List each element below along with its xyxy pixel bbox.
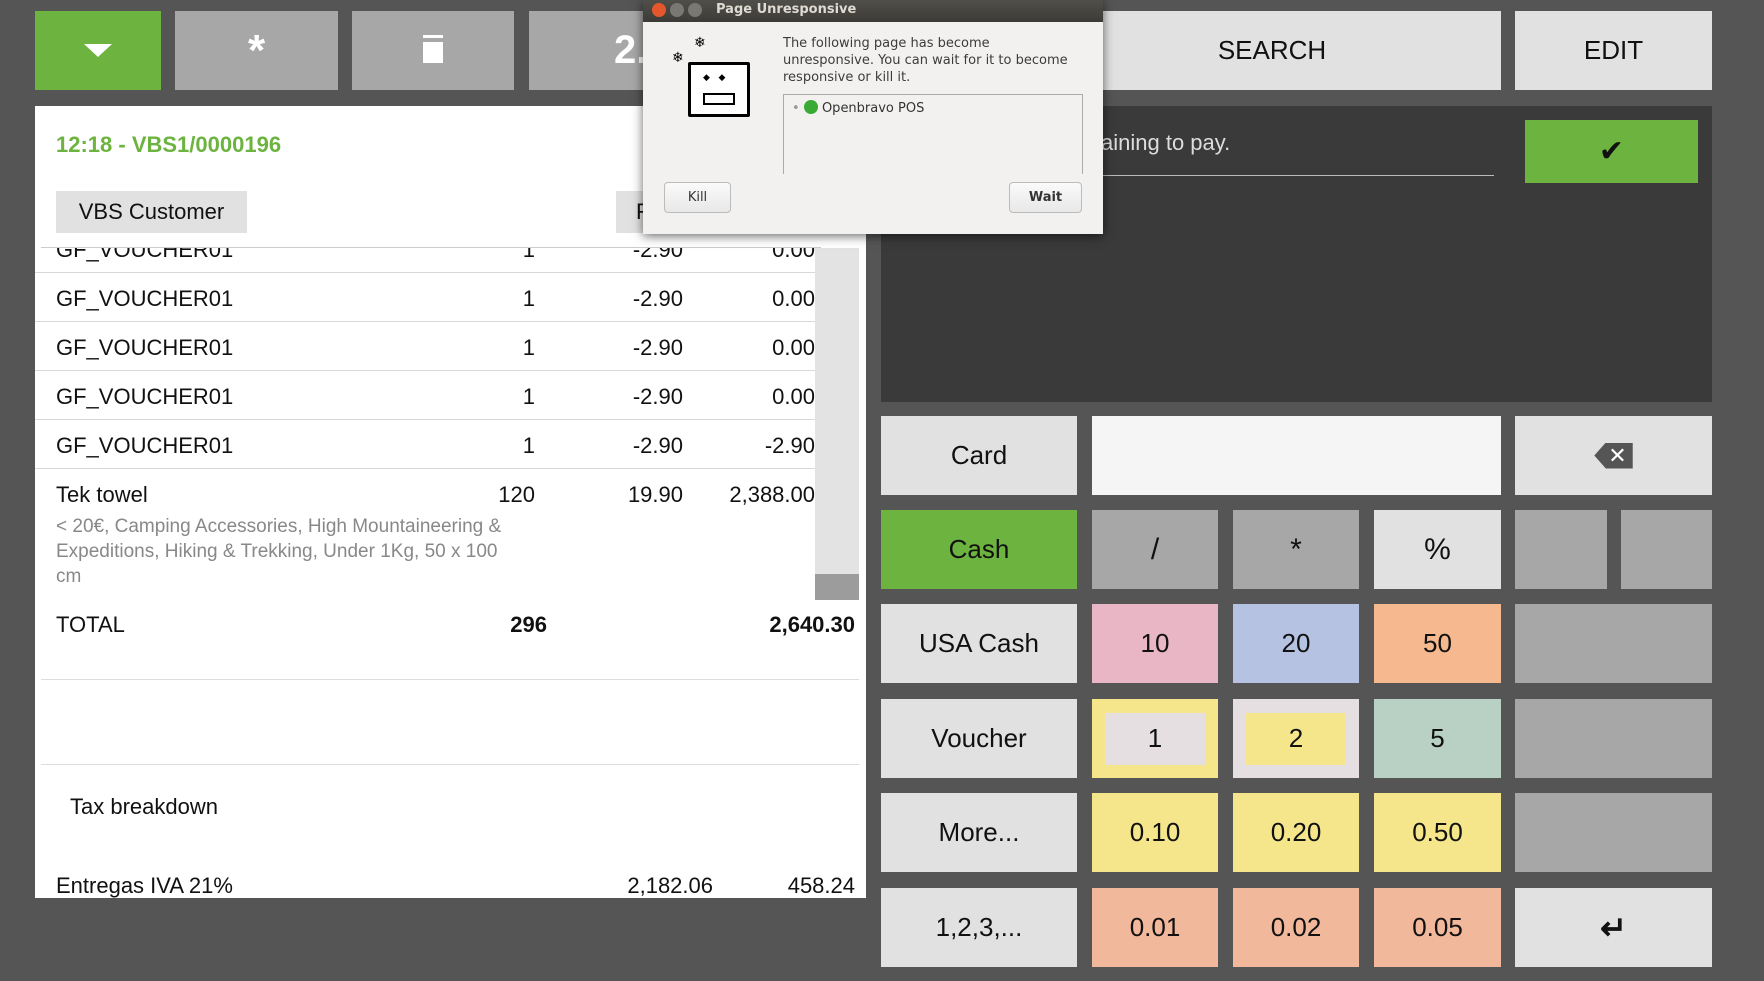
edit-button[interactable]: EDIT [1515, 11, 1712, 90]
line-qty: 1 [522, 286, 535, 311]
backspace-button[interactable]: ✕ [1515, 416, 1712, 495]
trash-icon [423, 38, 443, 63]
ticket-lines[interactable]: GF_VOUCHER01 1 -2.90 0.00 GF_VOUCHER01 1 … [35, 248, 815, 598]
dialog-titlebar: Page Unresponsive [643, 0, 1103, 22]
line-price: -2.90 [632, 248, 683, 262]
amount-button-2[interactable]: 2 [1233, 699, 1359, 778]
line-price: -2.90 [632, 286, 683, 311]
line-total: 0.00 [772, 248, 815, 262]
customer-button[interactable]: VBS Customer [56, 191, 247, 233]
amount-button-5[interactable]: 5 [1374, 699, 1501, 778]
tax-breakdown-title: Tax breakdown [70, 794, 218, 819]
payment-method-cash[interactable]: Cash [881, 510, 1077, 589]
snowflake-icon: ❄ [672, 50, 684, 66]
backspace-icon: ✕ [1594, 442, 1633, 469]
scrollbar[interactable] [815, 248, 859, 600]
checkmark-icon: ✔ [1598, 135, 1625, 168]
caret-down-icon [84, 44, 112, 57]
ticket-line[interactable]: Tek towel 120 19.90 2,388.00 < 20€, Campi… [35, 470, 815, 588]
line-name: GF_VOUCHER01 [56, 335, 234, 360]
ticket-line[interactable]: GF_VOUCHER01 1 -2.90 0.00 [35, 274, 815, 322]
total-row: TOTAL 296 2,640.30 [56, 612, 855, 637]
line-name: GF_VOUCHER01 [56, 433, 234, 458]
ticket-line[interactable]: GF_VOUCHER01 1 -2.90 0.00 [35, 372, 815, 420]
ticket-panel: 12:18 - VBS1/0000196 VBS Customer F GF_V… [35, 106, 866, 898]
operator-button[interactable]: * [1233, 510, 1359, 589]
ticket-header: 12:18 - VBS1/0000196 [56, 132, 282, 157]
operator-button[interactable]: / [1092, 510, 1218, 589]
blank-button[interactable] [1515, 604, 1712, 683]
ticket-line[interactable]: GF_VOUCHER01 1 -2.90 0.00 [35, 323, 815, 371]
payment-method-card[interactable]: Card [881, 416, 1077, 495]
line-price: -2.90 [632, 335, 683, 360]
line-qty: 1 [522, 433, 535, 458]
ticket-line[interactable]: GF_VOUCHER01 1 -2.90 -2.90 [35, 421, 815, 469]
page-unresponsive-dialog: Page Unresponsive ◆ ◆ ❄ ❄ The following … [643, 0, 1103, 234]
remaining-text: aining to pay. [1101, 130, 1231, 155]
payment-method-voucher[interactable]: Voucher [881, 699, 1077, 778]
line-name: GF_VOUCHER01 [56, 248, 234, 262]
scrollbar-thumb[interactable] [815, 574, 859, 600]
minimize-icon[interactable] [670, 3, 684, 17]
line-description: < 20€, Camping Accessories, High Mountai… [56, 516, 502, 587]
enter-icon: ↵ [1600, 909, 1627, 946]
line-price: 19.90 [627, 482, 683, 507]
wait-button[interactable]: Wait [1009, 182, 1082, 213]
amount-button-20[interactable]: 20 [1233, 604, 1359, 683]
line-qty: 1 [522, 335, 535, 360]
snowflake-icon: ❄ [694, 35, 706, 51]
blank-button[interactable] [1515, 699, 1712, 778]
enter-button[interactable]: ↵ [1515, 888, 1712, 967]
amount-button-10[interactable]: 10 [1092, 604, 1218, 683]
blank-button[interactable] [1515, 510, 1607, 589]
line-qty: 1 [522, 384, 535, 409]
done-button[interactable]: ✔ [1525, 120, 1698, 183]
amount-button-0.50[interactable]: 0.50 [1374, 793, 1501, 872]
line-total: 0.00 [772, 384, 815, 409]
sad-page-icon: ◆ ◆ [688, 62, 750, 117]
openbravo-icon [803, 100, 818, 114]
kill-button[interactable]: Kill [664, 182, 731, 213]
amount-button-0.01[interactable]: 0.01 [1092, 888, 1218, 967]
menu-button[interactable] [35, 11, 161, 90]
line-price: -2.90 [632, 384, 683, 409]
amount-button-0.10[interactable]: 0.10 [1092, 793, 1218, 872]
blank-button[interactable] [1515, 793, 1712, 872]
line-price: -2.90 [632, 433, 683, 458]
dialog-message: The following page has become unresponsi… [783, 36, 1068, 85]
line-total: 0.00 [772, 286, 815, 311]
payment-method-usa-cash[interactable]: USA Cash [881, 604, 1077, 683]
ticket-line[interactable]: GF_VOUCHER01 1 -2.90 0.00 [35, 248, 815, 273]
line-total: 2,388.00 [729, 482, 815, 507]
amount-button-0.20[interactable]: 0.20 [1233, 793, 1359, 872]
blank-button[interactable] [1621, 510, 1712, 589]
delete-button[interactable] [352, 11, 514, 90]
line-qty: 120 [498, 482, 535, 507]
payment-method-1-2-3-[interactable]: 1,2,3,... [881, 888, 1077, 967]
page-list[interactable]: • Openbravo POS [783, 94, 1083, 174]
amount-button-0.05[interactable]: 0.05 [1374, 888, 1501, 967]
tax-row: Entregas IVA 21% 2,182.06 458.24 [56, 873, 855, 898]
line-name: GF_VOUCHER01 [56, 384, 234, 409]
amount-button-50[interactable]: 50 [1374, 604, 1501, 683]
asterisk-icon: * [247, 25, 266, 75]
close-icon[interactable] [652, 3, 666, 17]
line-name: Tek towel [56, 482, 148, 507]
amount-button-0.02[interactable]: 0.02 [1233, 888, 1359, 967]
line-total: -2.90 [764, 433, 815, 458]
line-qty: 1 [522, 248, 535, 262]
line-name: GF_VOUCHER01 [56, 286, 234, 311]
payment-method-more-[interactable]: More... [881, 793, 1077, 872]
new-ticket-button[interactable]: * [175, 11, 338, 90]
operator-button[interactable]: % [1374, 510, 1501, 589]
maximize-icon[interactable] [688, 3, 702, 17]
amount-button-1[interactable]: 1 [1092, 699, 1218, 778]
amount-input[interactable] [1092, 416, 1501, 495]
line-total: 0.00 [772, 335, 815, 360]
